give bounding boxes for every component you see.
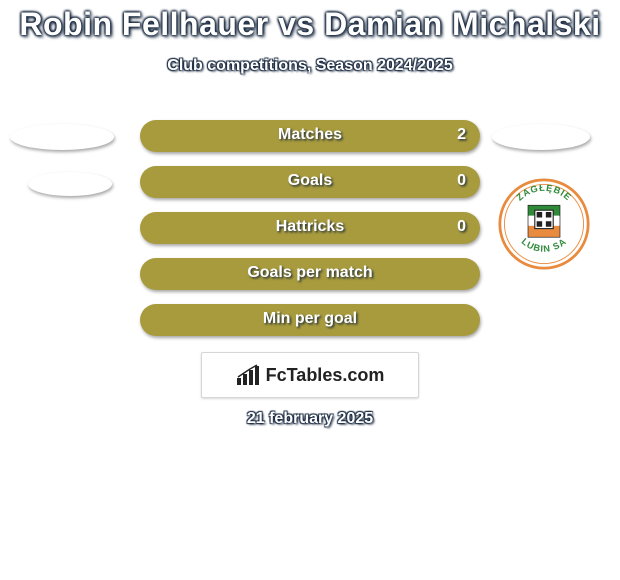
stat-right-value: 0	[457, 218, 466, 236]
page-title: Robin Fellhauer vs Damian Michalski	[0, 6, 620, 43]
left-player-pill	[10, 124, 114, 150]
club-badge-right: ZAGŁĘBIE LUBIN SA	[498, 178, 590, 270]
badge-icon: ZAGŁĘBIE LUBIN SA	[498, 178, 590, 270]
stat-label: Min per goal	[140, 310, 480, 328]
stat-right-value: 2	[457, 126, 466, 144]
stat-label: Goals per match	[140, 264, 480, 282]
stat-row: Min per goal	[0, 304, 620, 350]
stat-bar-matches: Matches 2	[140, 120, 480, 152]
stat-label: Hattricks	[140, 218, 480, 236]
stat-bar-hattricks: Hattricks 0	[140, 212, 480, 244]
watermark: FcTables.com	[201, 352, 419, 398]
stat-label: Matches	[140, 126, 480, 144]
stat-bar-min-per-goal: Min per goal	[140, 304, 480, 336]
date-text: 21 february 2025	[0, 410, 620, 428]
page-subtitle: Club competitions, Season 2024/2025	[0, 57, 620, 75]
stat-label: Goals	[140, 172, 480, 190]
bars-icon	[236, 364, 262, 386]
stat-bar-goals: Goals 0	[140, 166, 480, 198]
watermark-text: FcTables.com	[266, 365, 385, 386]
stat-right-value: 0	[457, 172, 466, 190]
stat-bar-goals-per-match: Goals per match	[140, 258, 480, 290]
left-player-pill	[28, 172, 112, 196]
right-player-pill	[492, 124, 590, 150]
stat-row: Matches 2	[0, 120, 620, 166]
